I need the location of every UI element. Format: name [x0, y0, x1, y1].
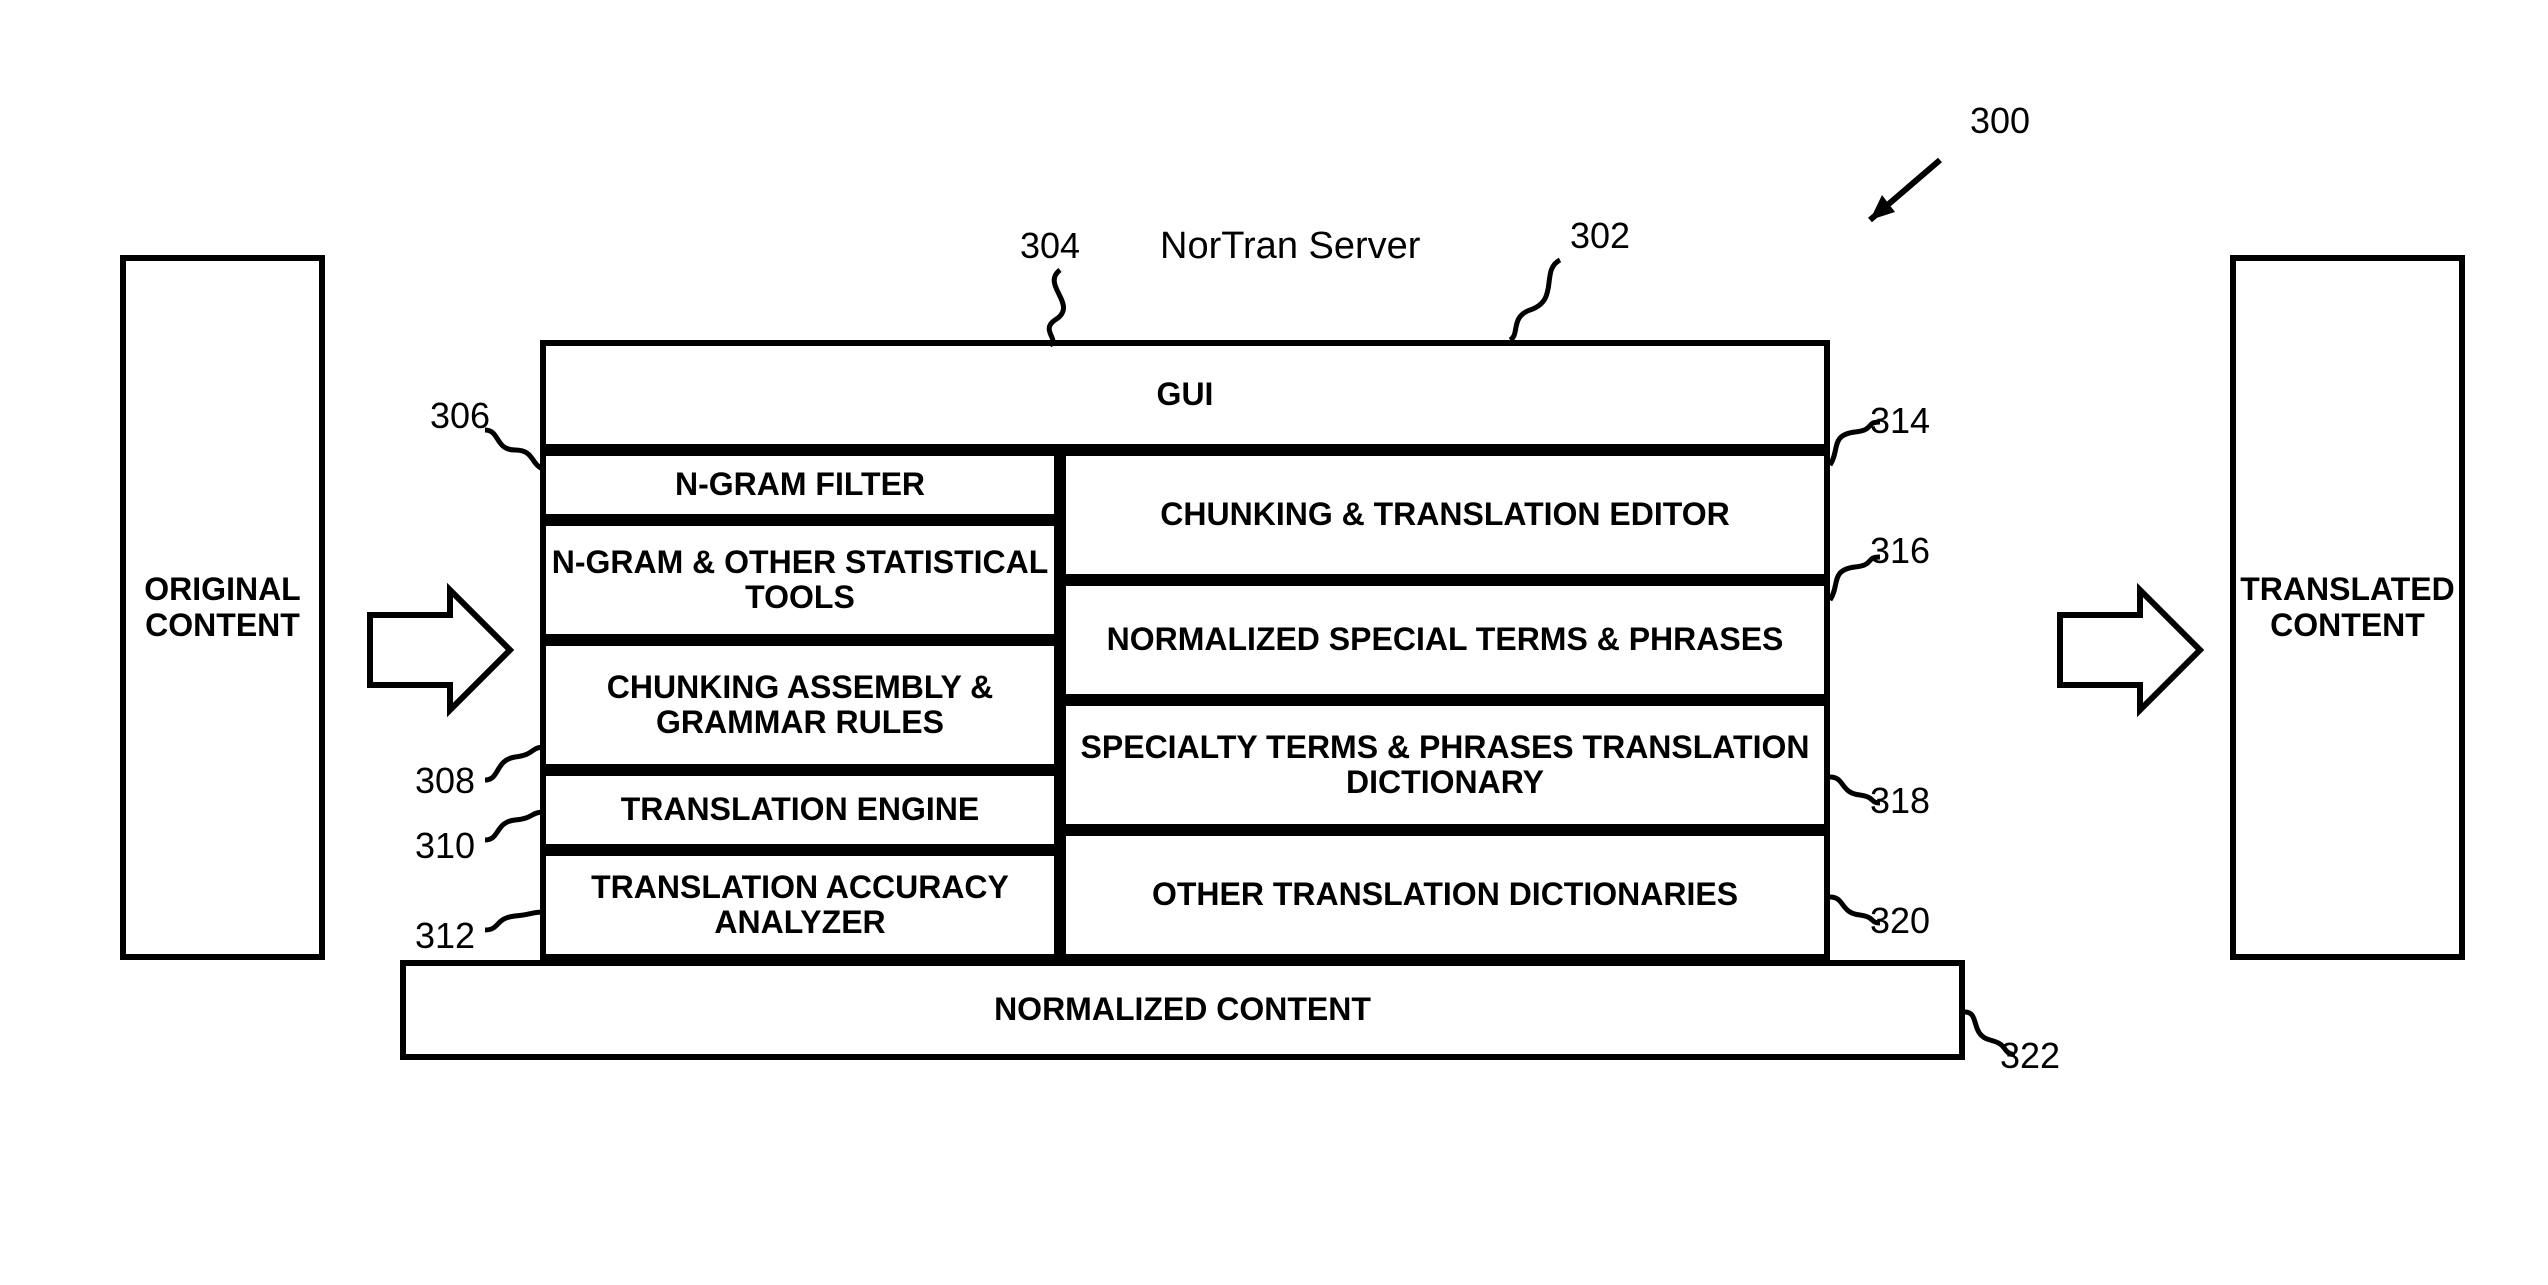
- accuracy-analyzer-box: TRANSLATION ACCURACY ANALYZER: [540, 850, 1060, 960]
- lead-302: [1500, 255, 1580, 345]
- system-pointer-arrow-icon: [1840, 150, 1960, 250]
- lead-306: [480, 425, 550, 475]
- ref-312: 312: [415, 915, 475, 957]
- ref-308: 308: [415, 760, 475, 802]
- normalized-content-box: NORMALIZED CONTENT: [400, 960, 1965, 1060]
- normalized-content-label: NORMALIZED CONTENT: [994, 992, 1371, 1027]
- lead-320: [1825, 895, 1885, 935]
- gui-label: GUI: [1157, 377, 1214, 412]
- ref-300: 300: [1970, 100, 2030, 142]
- normalized-terms-box: NORMALIZED SPECIAL TERMS & PHRASES: [1060, 580, 1830, 700]
- original-content-label: ORIGINAL CONTENT: [130, 572, 315, 642]
- ngram-filter-label: N-GRAM FILTER: [675, 467, 925, 502]
- translation-engine-box: TRANSLATION ENGINE: [540, 770, 1060, 850]
- lead-316: [1825, 555, 1885, 605]
- translated-content-label: TRANSLATED CONTENT: [2240, 572, 2455, 642]
- ref-310: 310: [415, 825, 475, 867]
- lead-322: [1960, 1010, 2020, 1060]
- ngram-tools-label: N-GRAM & OTHER STATISTICAL TOOLS: [550, 545, 1050, 615]
- specialty-dict-label: SPECIALTY TERMS & PHRASES TRANSLATION DI…: [1070, 730, 1820, 800]
- lead-310: [480, 810, 550, 850]
- gui-box: GUI: [540, 340, 1830, 450]
- accuracy-analyzer-label: TRANSLATION ACCURACY ANALYZER: [550, 870, 1050, 940]
- ref-304: 304: [1020, 225, 1080, 267]
- lead-318: [1825, 775, 1885, 815]
- translated-content-box: TRANSLATED CONTENT: [2230, 255, 2465, 960]
- chunk-editor-box: CHUNKING & TRANSLATION EDITOR: [1060, 450, 1830, 580]
- normalized-terms-label: NORMALIZED SPECIAL TERMS & PHRASES: [1107, 622, 1784, 657]
- translation-engine-label: TRANSLATION ENGINE: [621, 792, 980, 827]
- other-dict-box: OTHER TRANSLATION DICTIONARIES: [1060, 830, 1830, 960]
- output-arrow-icon: [2050, 580, 2210, 720]
- chunking-rules-box: CHUNKING ASSEMBLY & GRAMMAR RULES: [540, 640, 1060, 770]
- chunk-editor-label: CHUNKING & TRANSLATION EDITOR: [1160, 497, 1729, 532]
- original-content-box: ORIGINAL CONTENT: [120, 255, 325, 960]
- ngram-filter-box: N-GRAM FILTER: [540, 450, 1060, 520]
- ref-302: 302: [1570, 215, 1630, 257]
- lead-308: [480, 745, 550, 795]
- lead-314: [1825, 420, 1885, 470]
- specialty-dict-box: SPECIALTY TERMS & PHRASES TRANSLATION DI…: [1060, 700, 1830, 830]
- server-title: NorTran Server: [1160, 225, 1420, 268]
- ngram-tools-box: N-GRAM & OTHER STATISTICAL TOOLS: [540, 520, 1060, 640]
- chunking-rules-label: CHUNKING ASSEMBLY & GRAMMAR RULES: [550, 670, 1050, 740]
- input-arrow-icon: [360, 580, 520, 720]
- other-dict-label: OTHER TRANSLATION DICTIONARIES: [1152, 877, 1738, 912]
- lead-312: [480, 910, 550, 950]
- lead-304: [1040, 265, 1100, 345]
